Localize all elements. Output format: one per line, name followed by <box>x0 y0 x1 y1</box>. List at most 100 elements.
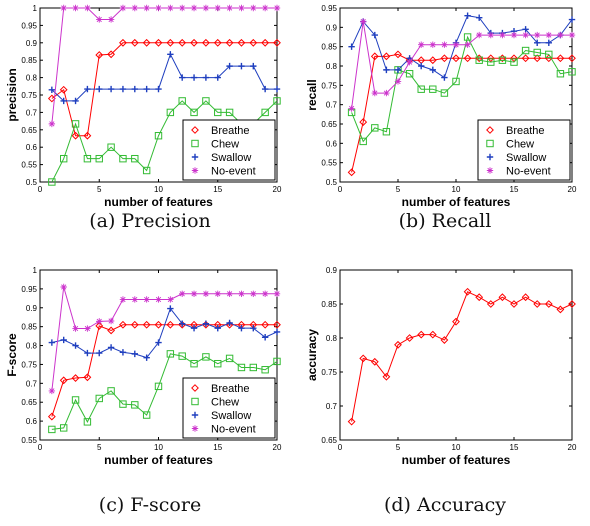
point-breathe <box>273 320 281 329</box>
point-breathe <box>521 293 530 302</box>
point-chew <box>440 89 449 97</box>
point-chew <box>48 425 56 434</box>
point-breathe <box>83 131 92 140</box>
x-tick-label: 5 <box>97 443 102 452</box>
x-tick-label: 0 <box>338 443 343 452</box>
point-no-event <box>119 4 127 12</box>
y-tick-label: 0.55 <box>21 161 37 170</box>
point-breathe <box>213 38 222 47</box>
point-no-event <box>568 31 576 39</box>
point-no-event <box>406 58 413 66</box>
point-chew <box>225 108 234 117</box>
point-chew <box>119 400 127 408</box>
legend-marker-swallow <box>486 153 494 161</box>
point-breathe <box>428 56 437 65</box>
legend-marker-breathe <box>486 126 494 134</box>
point-chew <box>95 394 103 403</box>
y-tick-label: 0.8 <box>326 62 338 71</box>
point-no-event <box>48 387 56 395</box>
point-swallow <box>84 349 91 357</box>
y-tick-label: 1 <box>33 266 38 275</box>
point-swallow <box>48 86 56 93</box>
point-breathe <box>452 317 460 326</box>
point-breathe <box>417 330 426 339</box>
point-breathe <box>347 417 356 426</box>
accuracy-chart: 0 5 10 15 20 0.65 0.7 0.75 0.8 0.85 0.9 number of f… <box>305 266 577 467</box>
y-tick-label: 0.8 <box>26 74 38 83</box>
y-tick-label: 0.95 <box>21 285 37 294</box>
point-swallow <box>261 85 269 93</box>
legend-label-no-event: No-event <box>506 166 551 178</box>
point-breathe <box>249 38 258 47</box>
point-no-event <box>155 4 162 12</box>
point-chew <box>107 143 115 151</box>
point-no-event <box>441 41 448 48</box>
point-swallow <box>522 26 529 33</box>
point-swallow <box>167 305 174 312</box>
point-breathe <box>166 320 175 329</box>
y-tick-label: 0.7 <box>326 101 338 110</box>
point-swallow <box>143 354 150 361</box>
point-chew <box>545 50 553 59</box>
point-chew <box>60 154 68 163</box>
point-no-event <box>226 4 233 12</box>
point-no-event <box>250 4 257 12</box>
y-tick-label: 0.7 <box>326 402 338 411</box>
point-no-event <box>557 31 564 39</box>
point-chew <box>154 132 163 140</box>
point-breathe <box>556 54 565 63</box>
point-breathe <box>273 38 281 47</box>
point-chew <box>487 58 495 66</box>
point-swallow <box>179 320 186 327</box>
point-no-event <box>522 31 529 39</box>
y-axis-title: recall <box>305 79 319 110</box>
point-chew <box>273 357 281 366</box>
point-chew <box>498 56 507 64</box>
x-tick-label: 20 <box>273 443 282 452</box>
point-chew <box>166 350 175 358</box>
x-tick-label: 15 <box>213 185 222 194</box>
point-breathe <box>510 300 518 308</box>
accuracy-caption: (d) Accuracy <box>383 494 507 516</box>
point-chew <box>214 108 222 117</box>
point-breathe <box>486 54 495 63</box>
point-breathe <box>568 54 576 63</box>
point-breathe <box>440 54 449 63</box>
point-breathe <box>142 38 151 47</box>
point-swallow <box>429 66 436 74</box>
legend-marker-swallow <box>191 153 199 161</box>
point-breathe <box>544 300 553 308</box>
point-swallow <box>119 349 127 356</box>
point-chew <box>83 154 92 163</box>
point-chew <box>71 120 80 128</box>
point-swallow <box>250 324 257 332</box>
point-no-event <box>394 78 402 85</box>
point-swallow <box>273 85 281 93</box>
legend-label-breathe: Breathe <box>211 383 250 395</box>
point-swallow <box>214 74 221 81</box>
point-chew <box>521 46 530 55</box>
point-no-event <box>96 318 103 325</box>
y-tick-label: 0.75 <box>321 81 337 90</box>
point-swallow <box>60 97 67 105</box>
point-swallow <box>226 319 233 327</box>
point-breathe <box>556 305 565 314</box>
point-chew <box>429 85 437 93</box>
point-swallow <box>250 62 257 70</box>
point-chew <box>95 154 103 163</box>
series-line-swallow <box>351 15 573 79</box>
y-tick-label: 0.65 <box>21 398 37 407</box>
recall-panel: 0 5 10 15 20 0.5 0.55 0.6 0.65 0.7 0.75 0.8 0.85 0.9 0… <box>295 0 590 245</box>
point-no-event <box>202 4 210 12</box>
y-tick-label: 0.8 <box>326 334 338 343</box>
x-tick-label: 5 <box>396 185 401 194</box>
point-chew <box>382 128 391 136</box>
point-breathe <box>47 412 56 421</box>
point-breathe <box>394 50 402 59</box>
point-breathe <box>261 320 270 329</box>
point-swallow <box>107 85 115 93</box>
point-chew <box>190 359 198 368</box>
y-tick-label: 0.95 <box>21 21 37 30</box>
point-swallow <box>72 342 79 349</box>
point-breathe <box>47 94 56 103</box>
